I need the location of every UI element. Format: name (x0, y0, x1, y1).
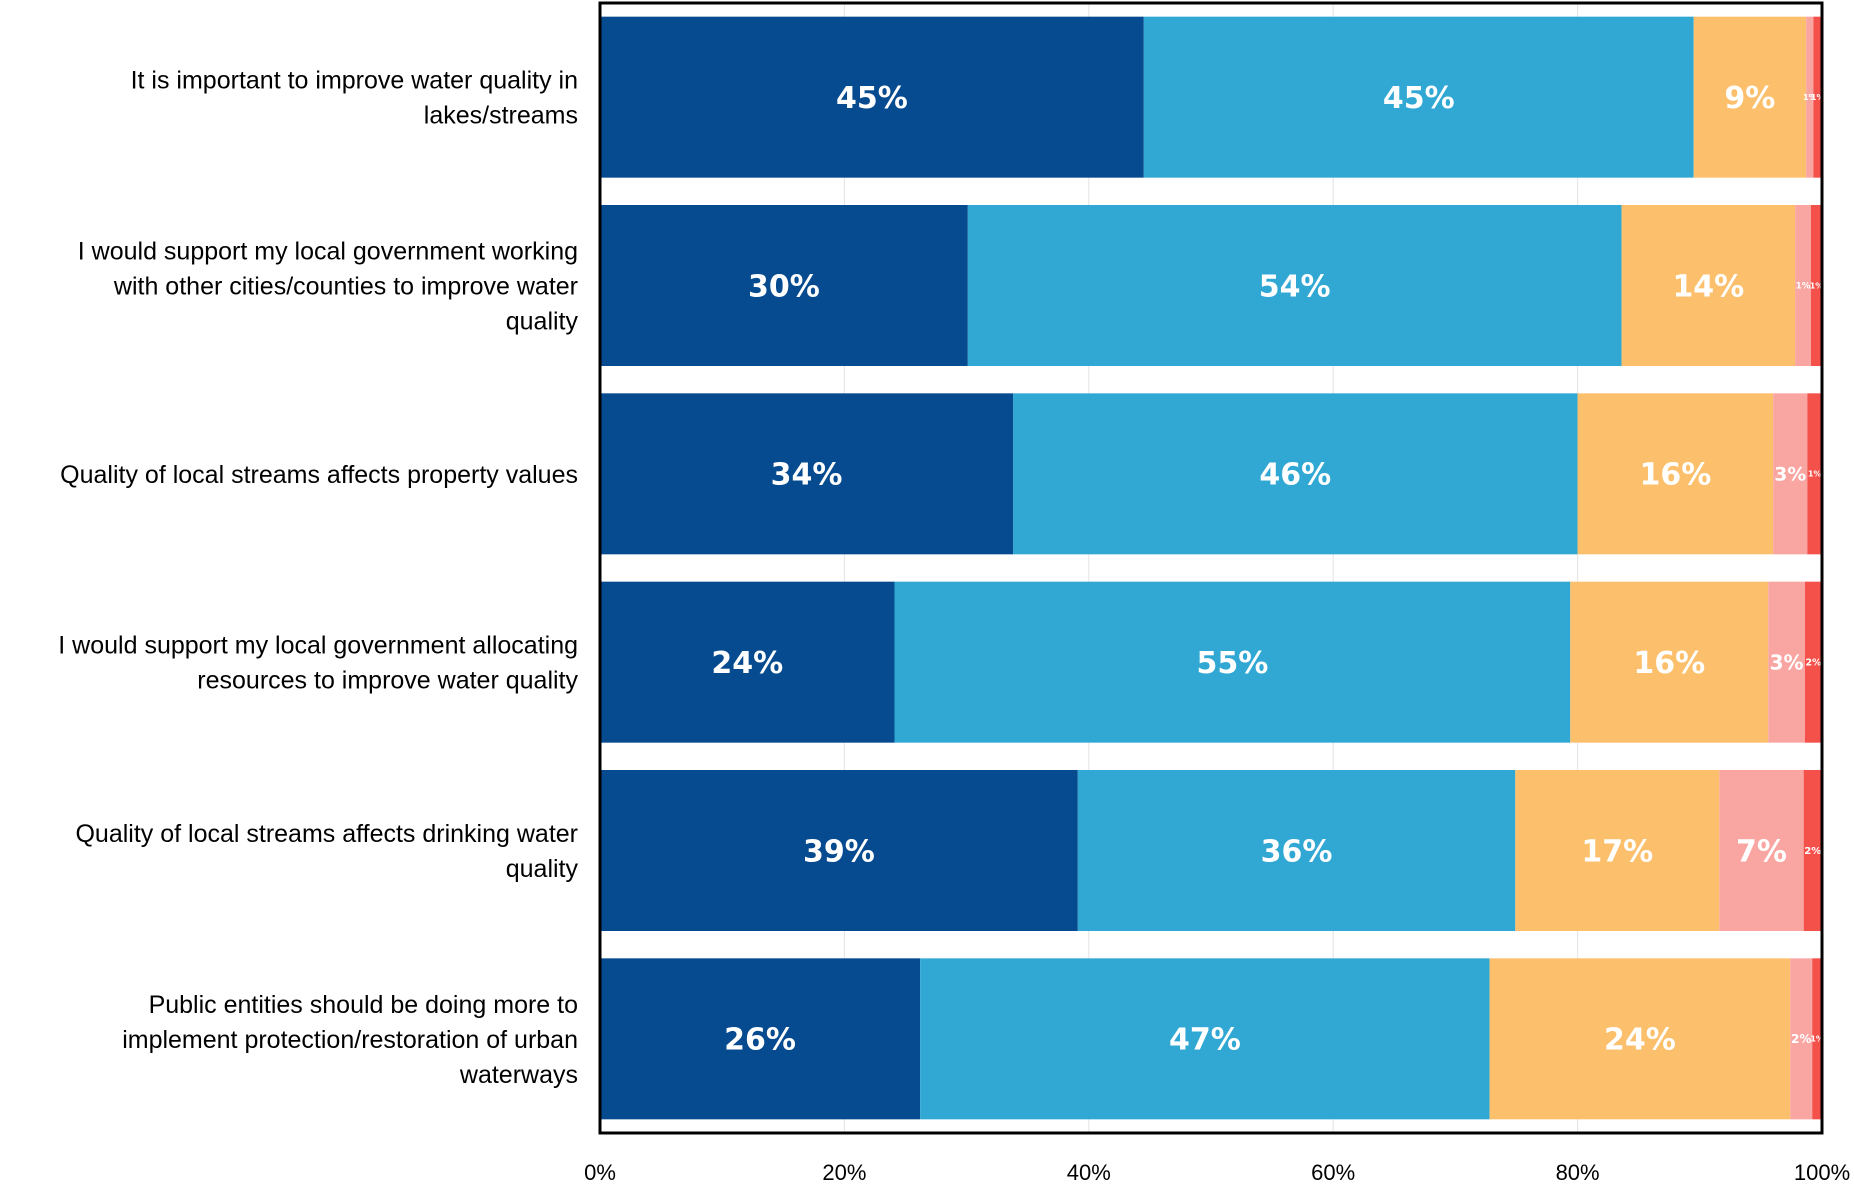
category-label: Quality of local streams affects propert… (60, 461, 578, 489)
data-label: 46% (1259, 458, 1331, 493)
bar-segment (1804, 581, 1822, 743)
bar-segment (1768, 581, 1805, 743)
bar-segment (600, 958, 921, 1120)
category-label: I would support my local government allo… (58, 632, 578, 660)
data-label: 16% (1633, 646, 1705, 681)
bar-segment (1773, 393, 1808, 555)
data-label: 39% (803, 834, 875, 869)
bar-segment (1807, 393, 1822, 555)
category-label: quality (506, 855, 579, 883)
bar-segment (1693, 16, 1807, 178)
bar-segment (1811, 205, 1822, 366)
data-label: 1% (1810, 281, 1824, 290)
data-label: 24% (711, 646, 783, 681)
category-label: waterways (459, 1061, 578, 1089)
bar-segment (1806, 16, 1814, 178)
bar-segment (600, 205, 968, 366)
data-label: 3% (1770, 650, 1804, 674)
data-label: 47% (1169, 1023, 1241, 1058)
data-label: 3% (1774, 465, 1806, 486)
bar-segment (1719, 770, 1804, 931)
bar-segment (1577, 393, 1774, 555)
bars: 45% 45% 9% 1%1%30% 54% 14% 1% 1%34% 46% 16% 3% 1%24… (600, 16, 1825, 1120)
bar-segment (1795, 205, 1812, 366)
category-label: Public entities should be doing more to (149, 991, 578, 1019)
x-axis-tick-labels: 0% 20% 40% 60% 80% 100% (584, 1160, 1850, 1185)
data-label: 14% (1672, 269, 1744, 304)
category-label: It is important to improve water quality… (131, 67, 578, 95)
bar-segment (894, 581, 1571, 743)
bar-segment (967, 205, 1622, 366)
x-tick-label: 20% (822, 1160, 866, 1185)
x-tick-label: 40% (1067, 1160, 1111, 1185)
bar-segment (1813, 16, 1822, 178)
bar-segment (1077, 770, 1516, 931)
data-label: 45% (1383, 81, 1455, 116)
category-label: Quality of local streams affects drinkin… (75, 820, 578, 848)
data-label: 17% (1581, 834, 1653, 869)
data-label: 24% (1604, 1023, 1676, 1058)
data-label: 16% (1639, 458, 1711, 493)
bar-segment (600, 581, 895, 743)
data-label: 2% (1791, 1032, 1812, 1046)
category-label: with other cities/counties to improve wa… (113, 273, 578, 301)
data-label: 55% (1196, 646, 1268, 681)
category-label: implement protection/restoration of urba… (122, 1026, 578, 1054)
data-label: 1% (1803, 93, 1817, 102)
bar-segment (1489, 958, 1791, 1120)
x-tick-label: 0% (584, 1160, 616, 1185)
data-label: 9% (1724, 81, 1775, 116)
data-label: 1% (1796, 282, 1811, 292)
bar-segment (600, 16, 1144, 178)
data-label: 26% (724, 1023, 796, 1058)
category-labels: It is important to improve water quality… (58, 67, 578, 1089)
bar-segment (1621, 205, 1796, 366)
data-label: 1% (1810, 1035, 1824, 1044)
data-label: 36% (1261, 834, 1333, 869)
bar-segment (1013, 393, 1578, 555)
bar-segment (1790, 958, 1813, 1120)
bar-segment (600, 770, 1078, 931)
category-label: I would support my local government work… (78, 238, 578, 266)
data-label: 2% (1804, 846, 1821, 857)
data-label: 2% (1805, 658, 1822, 669)
bar-segment (1515, 770, 1720, 931)
category-label: quality (506, 308, 579, 336)
data-label: 45% (836, 81, 908, 116)
data-label: 34% (771, 458, 843, 493)
category-label: resources to improve water quality (197, 667, 578, 695)
data-label: 7% (1736, 834, 1787, 869)
bar-segment (1143, 16, 1694, 178)
bar-segment (1570, 581, 1769, 743)
bar-segment (1803, 770, 1822, 931)
x-tick-label: 80% (1556, 1160, 1600, 1185)
data-label: 30% (748, 269, 820, 304)
category-label: lakes/streams (424, 102, 578, 130)
data-label: 1% (1808, 470, 1822, 479)
x-tick-label: 60% (1311, 1160, 1355, 1185)
data-label: 54% (1259, 269, 1331, 304)
gridlines (843, 3, 1579, 1133)
bar-segment (920, 958, 1490, 1120)
data-label: 1% (1811, 93, 1825, 102)
bar-segment (1812, 958, 1822, 1120)
plot-frame (598, 1, 1824, 1135)
bar-segment (600, 393, 1014, 555)
x-tick-label: 100% (1794, 1160, 1850, 1185)
